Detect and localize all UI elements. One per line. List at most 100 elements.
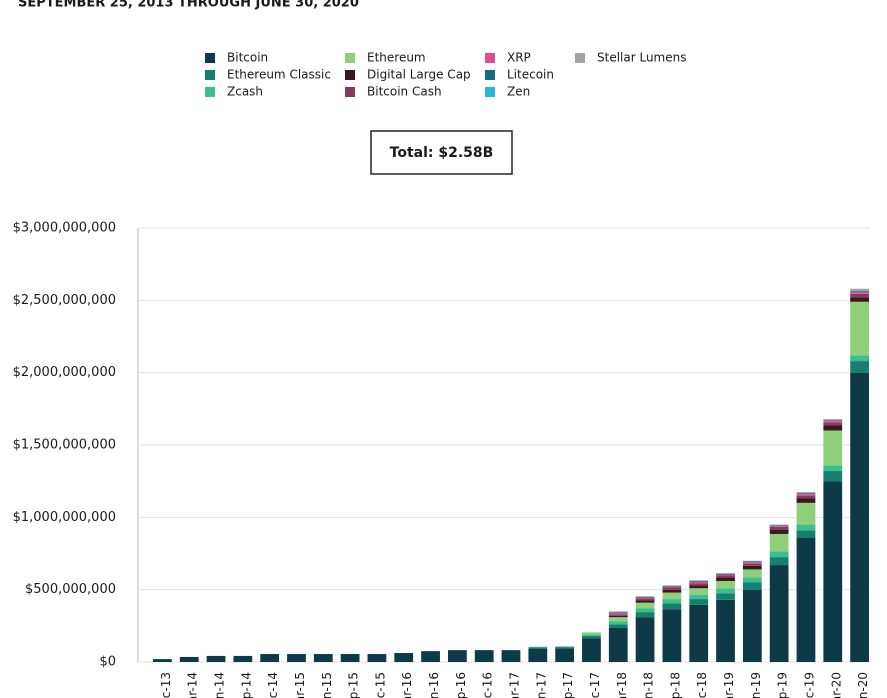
bar-segment xyxy=(823,425,843,431)
bar-segment xyxy=(635,600,655,603)
bar-segment xyxy=(850,301,869,356)
bar-segment xyxy=(850,361,869,373)
bar-segment xyxy=(796,495,816,499)
x-tick-label: Jun-20 xyxy=(856,672,870,698)
bar-segment xyxy=(742,565,762,570)
legend-label: Ethereum Classic xyxy=(227,68,331,82)
bar-segment xyxy=(742,562,762,564)
bar-segment xyxy=(662,589,682,593)
bar-segment xyxy=(716,577,735,581)
bar-segment xyxy=(635,596,655,597)
bar-segment xyxy=(555,646,575,648)
bar-segment xyxy=(662,599,682,604)
total-box xyxy=(370,130,513,175)
x-tick-label: Mar-16 xyxy=(400,672,414,698)
x-tick-label: Jun-18 xyxy=(642,672,656,698)
bar-segment xyxy=(716,599,735,662)
bar-segment xyxy=(608,614,628,616)
bar-segment xyxy=(313,654,333,662)
legend-swatch xyxy=(485,70,495,80)
bar-segment xyxy=(769,557,789,566)
x-tick-label: Mar-18 xyxy=(615,672,629,698)
legend-swatch xyxy=(205,87,215,97)
legend-swatch xyxy=(485,53,495,63)
bar-segment xyxy=(850,290,869,292)
bar-segment xyxy=(769,526,789,530)
legend-swatch xyxy=(205,53,215,63)
bar-segment xyxy=(528,647,548,649)
bar-segment xyxy=(447,650,467,662)
bar-segment xyxy=(689,585,709,589)
bar-segment xyxy=(635,602,655,609)
bar-segment xyxy=(394,653,414,662)
legend-label: Digital Large Cap xyxy=(367,68,471,82)
bar-segment xyxy=(421,651,440,662)
legend-label: Litecoin xyxy=(507,68,554,82)
legend-label: Stellar Lumens xyxy=(597,51,686,65)
y-tick-label: $0 xyxy=(99,655,116,670)
bar-segment xyxy=(742,563,762,566)
legend-label: Ethereum xyxy=(367,51,426,65)
bar-segment xyxy=(796,530,816,538)
x-tick-label: Dec-16 xyxy=(481,672,495,698)
bar-segment xyxy=(823,465,843,472)
bar-segment xyxy=(850,288,869,291)
bar-segment xyxy=(528,646,548,648)
bar-segment xyxy=(689,581,709,584)
bar-segment xyxy=(233,655,253,662)
bar-segment xyxy=(340,654,360,662)
bar-segment xyxy=(742,560,762,562)
bar-segment xyxy=(608,612,628,615)
bar-segment xyxy=(796,498,816,503)
bar-segment xyxy=(689,588,709,595)
bar-segment xyxy=(689,583,709,586)
bar-segment xyxy=(823,422,843,426)
x-tick-label: Dec-15 xyxy=(373,672,387,698)
bar-segment xyxy=(260,654,280,662)
bar-segment xyxy=(823,471,843,482)
bar-segment xyxy=(608,624,628,629)
bar-segment xyxy=(555,647,575,649)
bar-segment xyxy=(608,611,628,613)
bar-segment xyxy=(367,654,387,662)
bar-segment xyxy=(716,574,735,576)
bar-segment xyxy=(635,596,655,598)
y-tick-label: $2,000,000,000 xyxy=(13,365,116,380)
bar-segment xyxy=(850,290,869,291)
bar-segment xyxy=(716,573,735,574)
x-tick-label: Dec-13 xyxy=(159,672,173,698)
bar-segment xyxy=(769,525,789,527)
bar-segment xyxy=(662,587,682,590)
bar-segment xyxy=(823,418,843,421)
bar-segment xyxy=(850,291,869,294)
bar-segment xyxy=(796,492,816,494)
legend-label: Bitcoin Cash xyxy=(367,85,442,99)
bar-segment xyxy=(689,580,709,582)
legend-label: XRP xyxy=(507,51,531,65)
legend-swatch xyxy=(345,70,355,80)
bar-segment xyxy=(769,524,789,526)
legend-swatch xyxy=(345,87,355,97)
bar-segment xyxy=(635,617,655,662)
bar-segment xyxy=(850,372,869,662)
bar-segment xyxy=(742,589,762,662)
bar-segment xyxy=(742,569,762,578)
bar-segment xyxy=(796,524,816,531)
bar-segment xyxy=(635,612,655,618)
bar-segment xyxy=(769,533,789,552)
bar-segment xyxy=(635,608,655,613)
bar-segment xyxy=(474,650,494,662)
x-tick-label: Jun-14 xyxy=(213,672,227,698)
legend-swatch xyxy=(205,70,215,80)
x-tick-label: Dec-14 xyxy=(266,672,280,698)
bar-segment xyxy=(662,603,682,610)
bar-segment xyxy=(742,582,762,590)
bar-segment xyxy=(823,421,843,423)
x-tick-label: Sep-15 xyxy=(347,672,361,698)
x-tick-label: Dec-18 xyxy=(695,672,709,698)
x-tick-label: Mar-17 xyxy=(508,672,522,698)
bar-segment xyxy=(823,430,843,466)
bar-segment xyxy=(635,598,655,601)
